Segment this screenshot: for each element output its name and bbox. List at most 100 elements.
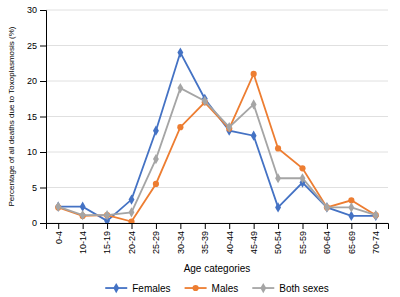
series-marker — [373, 211, 379, 221]
y-tick-mark — [40, 223, 46, 224]
series-marker — [128, 218, 134, 223]
plot: 0-410-1415-1920-2425-2930-3435-3940-4445… — [7, 5, 389, 293]
x-axis: 0-410-1415-1920-2425-2930-3435-3940-4445… — [47, 223, 389, 254]
series-marker — [373, 210, 379, 220]
x-tick-label: 30-34 — [176, 231, 186, 254]
series-line — [58, 88, 376, 215]
x-axis-title: Age categories — [184, 263, 251, 274]
x-tick-mark — [58, 223, 59, 229]
x-tick-mark — [327, 223, 328, 229]
series-marker — [300, 173, 306, 183]
y-tick-label: 0 — [32, 218, 37, 228]
y-tick-label: 5 — [32, 183, 37, 193]
y-tick: 20 — [27, 76, 46, 86]
y-tick-mark — [40, 81, 46, 82]
series-marker — [275, 202, 281, 212]
legend-item: Males — [185, 283, 239, 294]
x-tick-label: 25-29 — [151, 231, 161, 254]
y-tick-mark — [40, 10, 46, 11]
x-tick-label: 0-4 — [54, 231, 64, 244]
x-tick-mark — [205, 223, 206, 229]
y-tick: 10 — [27, 147, 46, 157]
series — [55, 71, 379, 223]
x-tick: 50-54 — [273, 223, 283, 254]
x-tick-label: 15-19 — [102, 231, 112, 254]
series-marker — [324, 202, 330, 212]
series-group — [55, 48, 379, 223]
grid-line — [46, 10, 388, 11]
x-tick-mark — [107, 223, 108, 229]
y-axis: 0 5 10 15 20 25 30 — [27, 5, 47, 228]
x-tick-mark — [376, 223, 377, 229]
series-marker — [129, 194, 135, 204]
x-tick-label: 65-69 — [347, 231, 357, 254]
y-tick: 15 — [27, 112, 46, 122]
y-tick-label: 20 — [27, 76, 37, 86]
grid-line — [46, 45, 388, 46]
series-line — [58, 74, 376, 222]
series-marker — [177, 48, 183, 58]
grid-line — [46, 152, 388, 153]
y-tick: 0 — [32, 218, 46, 228]
x-tick-label: 70-74 — [371, 231, 381, 254]
x-tick: 40-44 — [225, 223, 235, 254]
x-tick: 35-39 — [200, 223, 210, 254]
grid-line — [46, 81, 388, 82]
x-tick: 60-64 — [322, 223, 332, 254]
series-marker — [299, 165, 305, 171]
x-axis-line — [47, 224, 389, 230]
x-tick: 25-29 — [151, 223, 161, 254]
x-tick-label: 50-54 — [273, 231, 283, 254]
series-line — [58, 53, 376, 221]
series-marker — [177, 124, 183, 130]
y-tick-mark — [40, 46, 46, 47]
y-axis-line — [40, 11, 47, 224]
x-tick-label: 10-14 — [78, 231, 88, 254]
x-tick: 55-59 — [298, 223, 308, 254]
series-marker — [55, 202, 61, 212]
series-marker — [202, 96, 208, 106]
x-tick-label: 60-64 — [322, 231, 332, 254]
legend-label: Females — [132, 283, 170, 294]
x-tick: 0-4 — [54, 223, 64, 244]
x-tick-mark — [229, 223, 230, 229]
series-marker — [251, 99, 257, 109]
y-tick-mark — [40, 117, 46, 118]
series-marker — [226, 122, 232, 132]
y-tick-label: 25 — [27, 41, 37, 51]
x-tick: 30-34 — [176, 223, 186, 254]
x-tick-mark — [132, 223, 133, 229]
series — [55, 83, 378, 220]
legend-marker — [113, 283, 119, 293]
series-marker — [348, 202, 354, 212]
series-marker — [104, 210, 110, 220]
x-tick: 15-19 — [102, 223, 112, 254]
x-tick-mark — [83, 223, 84, 229]
series-marker — [80, 210, 86, 220]
x-tick-label: 40-44 — [225, 231, 235, 254]
legend-marker — [193, 285, 199, 291]
legend-item: Females — [105, 283, 170, 294]
y-tick: 5 — [32, 183, 46, 193]
y-tick: 30 — [27, 5, 46, 15]
chart: 0-410-1415-1920-2425-2930-3435-3940-4445… — [0, 0, 400, 297]
series-marker — [153, 181, 159, 187]
series-marker — [275, 173, 281, 183]
y-tick-label: 10 — [27, 147, 37, 157]
legend-label: Males — [212, 283, 239, 294]
series-marker — [153, 126, 159, 136]
series-marker — [153, 154, 159, 164]
x-tick-mark — [254, 223, 255, 229]
series-marker — [129, 207, 135, 217]
series-marker — [251, 71, 257, 77]
x-tick-mark — [278, 223, 279, 229]
x-tick-label: 55-59 — [298, 231, 308, 254]
x-tick-label: 35-39 — [200, 231, 210, 254]
series-marker — [275, 145, 281, 151]
x-tick-mark — [156, 223, 157, 229]
x-tick-mark — [303, 223, 304, 229]
series-marker — [55, 202, 61, 212]
x-tick: 10-14 — [78, 223, 88, 254]
series — [55, 48, 378, 223]
series-marker — [251, 131, 257, 141]
